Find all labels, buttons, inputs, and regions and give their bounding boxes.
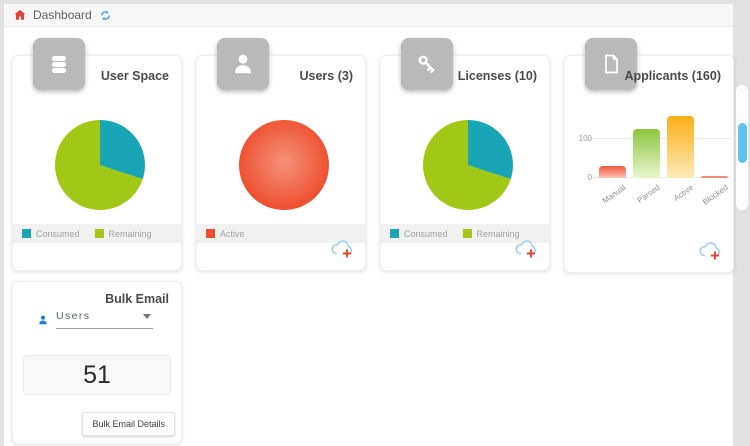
card-title: Bulk Email [105,292,169,306]
user-icon [217,38,269,90]
users-pie-chart [239,120,329,210]
breadcrumb-bar: Dashboard [4,4,733,27]
dashboard-content: User Space Consumed Remaining [4,28,734,446]
gridline [591,138,731,140]
refresh-icon[interactable] [99,9,112,22]
bar-label: Parsed [635,183,662,205]
document-icon [585,38,637,90]
applicants-plot: 0 100 Manual Parsed Active Blocked [579,112,731,207]
legend: Consumed Remaining [381,224,549,243]
card-users: Users (3) Active [196,38,366,271]
home-icon[interactable] [13,8,27,22]
database-icon [33,38,85,90]
bulk-email-count: 51 [23,355,171,395]
legend-label: Consumed [36,228,80,239]
card-title: User Space [100,69,169,83]
person-icon [37,314,49,326]
bulk-email-target-select[interactable]: Users [37,310,153,329]
legend-item: Consumed [22,229,80,239]
y-axis-tick: 0 [587,173,592,182]
legend-item: Consumed [390,229,448,239]
bar-blocked [701,176,728,178]
cloud-add-icon[interactable] [513,237,539,265]
key-icon [401,38,453,90]
select-box: Users [56,310,153,329]
y-axis-tick: 100 [578,134,592,144]
legend-swatch [22,229,31,238]
legend: Active [197,224,365,243]
cloud-add-icon[interactable] [697,239,723,267]
gridline [591,177,731,178]
bar-group: Blocked [701,112,729,207]
bar-label: Blocked [700,183,730,207]
select-value: Users [56,310,91,322]
card-applicants: Applicants (160) 0 100 Manual Parsed Active B… [564,38,734,273]
card-title: Users (3) [299,69,354,83]
legend: Consumed Remaining [13,224,181,243]
bar-parsed [633,129,660,178]
bar-group: Manual [599,112,627,205]
legend-label: Active [220,228,245,239]
bar-label: Active [672,183,696,203]
card-licenses: Licenses (10) Consumed Remaining [380,38,550,271]
legend-item: Remaining [94,228,152,239]
chevron-down-icon [143,313,151,319]
legend-label: Remaining [108,228,152,239]
card-bulk-email: Bulk Email Users 51 Bulk Email Details [12,281,182,444]
scrollbar-thumb[interactable] [738,123,747,163]
card-title: Licenses (10) [457,69,537,83]
legend-label: Consumed [404,228,448,239]
bar-active [667,115,694,178]
legend-label: Remaining [476,228,520,239]
card-user-space: User Space Consumed Remaining [12,38,182,271]
card-title: Applicants (160) [624,69,721,83]
page-title: Dashboard [33,8,92,22]
bar-group: Parsed [633,112,661,205]
cloud-add-icon[interactable] [329,237,355,265]
legend-swatch [462,229,472,238]
bar-manual [599,166,626,178]
app-window: Dashboard User Space [4,4,734,446]
legend-item: Active [206,229,245,239]
count-value: 51 [83,360,111,389]
legend-swatch [390,229,399,238]
bulk-email-details-button[interactable]: Bulk Email Details [82,412,175,436]
licenses-pie-chart [423,120,513,210]
legend-swatch [206,229,215,238]
bar-label: Manual [600,183,628,206]
legend-swatch [94,229,104,238]
bar-group: Active [667,112,695,203]
user-space-pie-chart [55,120,145,210]
legend-item: Remaining [462,228,520,239]
